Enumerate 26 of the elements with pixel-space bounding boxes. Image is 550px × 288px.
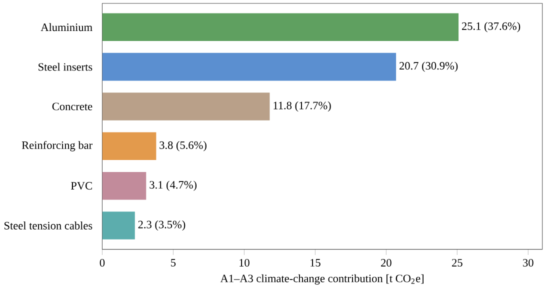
y-tick-label: PVC bbox=[70, 182, 92, 190]
x-tick-label: 20 bbox=[381, 258, 392, 266]
y-tick-label: Aluminium bbox=[40, 23, 92, 31]
bar bbox=[102, 52, 396, 81]
y-tick-label: Steel inserts bbox=[38, 62, 92, 71]
y-tick-label: Concrete bbox=[52, 102, 92, 110]
data-label: 3.1 (4.7%) bbox=[150, 180, 197, 191]
y-tick-label: Steel tension cables bbox=[4, 221, 92, 230]
y-tick-label: Reinforcing bar bbox=[22, 140, 92, 152]
data-label: 20.7 (30.9%) bbox=[400, 62, 458, 72]
bar bbox=[102, 13, 459, 41]
data-label: 25.1 (37.6%) bbox=[462, 22, 520, 32]
data-label: 2.3 (3.5%) bbox=[138, 220, 186, 230]
bar bbox=[102, 211, 135, 240]
x-tick-label: 0 bbox=[100, 258, 105, 266]
x-tick-label: 25 bbox=[452, 258, 462, 266]
x-tick-label: 15 bbox=[310, 258, 320, 266]
bar bbox=[102, 92, 270, 120]
x-tick-label: 5 bbox=[171, 258, 176, 266]
data-label: 3.8 (5.6%) bbox=[160, 140, 206, 152]
data-label: 11.8 (17.7%) bbox=[274, 101, 331, 112]
x-axis-title: A1–A3 climate-change contribution [t CO$_{2}$e] bbox=[220, 274, 424, 284]
bar bbox=[102, 132, 156, 160]
bar bbox=[102, 172, 146, 200]
x-tick-label: 30 bbox=[523, 258, 534, 266]
x-tick-label: 10 bbox=[240, 258, 250, 266]
